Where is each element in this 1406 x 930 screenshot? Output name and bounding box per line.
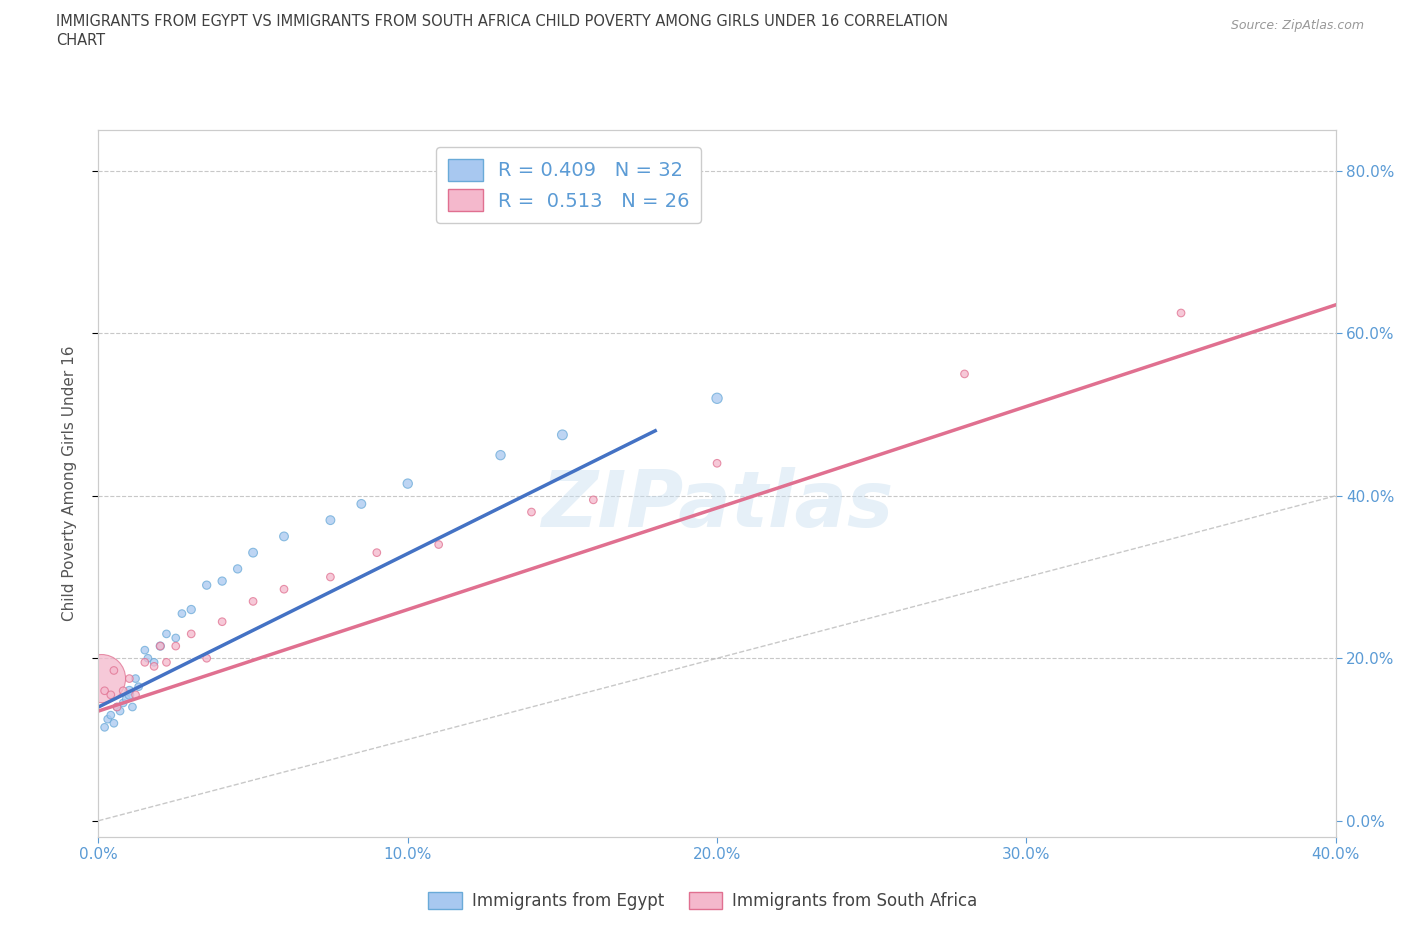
Point (93, 720, 115, 735)
Point (195, 578, 218, 592)
Y-axis label: Child Poverty Among Girls Under 16: Child Poverty Among Girls Under 16 (62, 346, 77, 621)
Point (149, 639, 172, 654)
Point (180, 602, 202, 617)
Legend: Immigrants from Egypt, Immigrants from South Africa: Immigrants from Egypt, Immigrants from S… (422, 885, 984, 917)
Text: CHART: CHART (56, 33, 105, 47)
Text: Source: ZipAtlas.com: Source: ZipAtlas.com (1230, 19, 1364, 32)
Text: ZIPatlas: ZIPatlas (541, 467, 893, 543)
Point (319, 512, 342, 527)
Point (128, 679, 150, 694)
Point (103, 663, 125, 678)
Point (136, 651, 159, 666)
Point (115, 691, 138, 706)
Point (195, 651, 218, 666)
Point (124, 671, 146, 686)
Point (112, 696, 135, 711)
Point (143, 659, 166, 674)
Text: IMMIGRANTS FROM EGYPT VS IMMIGRANTS FROM SOUTH AFRICA CHILD POVERTY AMONG GIRLS : IMMIGRANTS FROM EGYPT VS IMMIGRANTS FROM… (56, 14, 949, 29)
Point (100, 687, 122, 702)
Point (551, 428, 574, 443)
Point (489, 447, 512, 462)
Point (211, 574, 233, 589)
Point (165, 639, 187, 654)
Point (427, 538, 450, 552)
Point (118, 671, 141, 686)
Point (242, 545, 264, 560)
Point (97, 711, 120, 726)
Point (211, 615, 233, 630)
Point (118, 684, 141, 698)
Point (582, 492, 605, 507)
Point (124, 687, 146, 702)
Point (242, 594, 264, 609)
Point (706, 456, 728, 471)
Point (90, 671, 112, 686)
Point (273, 582, 295, 597)
Point (93, 684, 115, 698)
Point (155, 627, 177, 642)
Point (105, 699, 128, 714)
Legend: R = 0.409   N = 32, R =  0.513   N = 26: R = 0.409 N = 32, R = 0.513 N = 26 (436, 147, 702, 223)
Point (273, 529, 295, 544)
Point (155, 655, 177, 670)
Point (180, 627, 202, 642)
Point (226, 562, 249, 577)
Point (350, 497, 373, 512)
Point (706, 391, 728, 405)
Point (143, 655, 166, 670)
Point (953, 366, 976, 381)
Point (170, 606, 193, 621)
Point (520, 505, 543, 520)
Point (112, 684, 135, 698)
Point (1170, 306, 1192, 321)
Point (134, 643, 156, 658)
Point (319, 569, 342, 584)
Point (396, 476, 419, 491)
Point (134, 655, 156, 670)
Point (105, 699, 128, 714)
Point (366, 545, 388, 560)
Point (121, 699, 143, 714)
Point (103, 716, 125, 731)
Point (149, 639, 172, 654)
Point (165, 631, 187, 645)
Point (118, 687, 141, 702)
Point (108, 704, 131, 719)
Point (100, 708, 122, 723)
